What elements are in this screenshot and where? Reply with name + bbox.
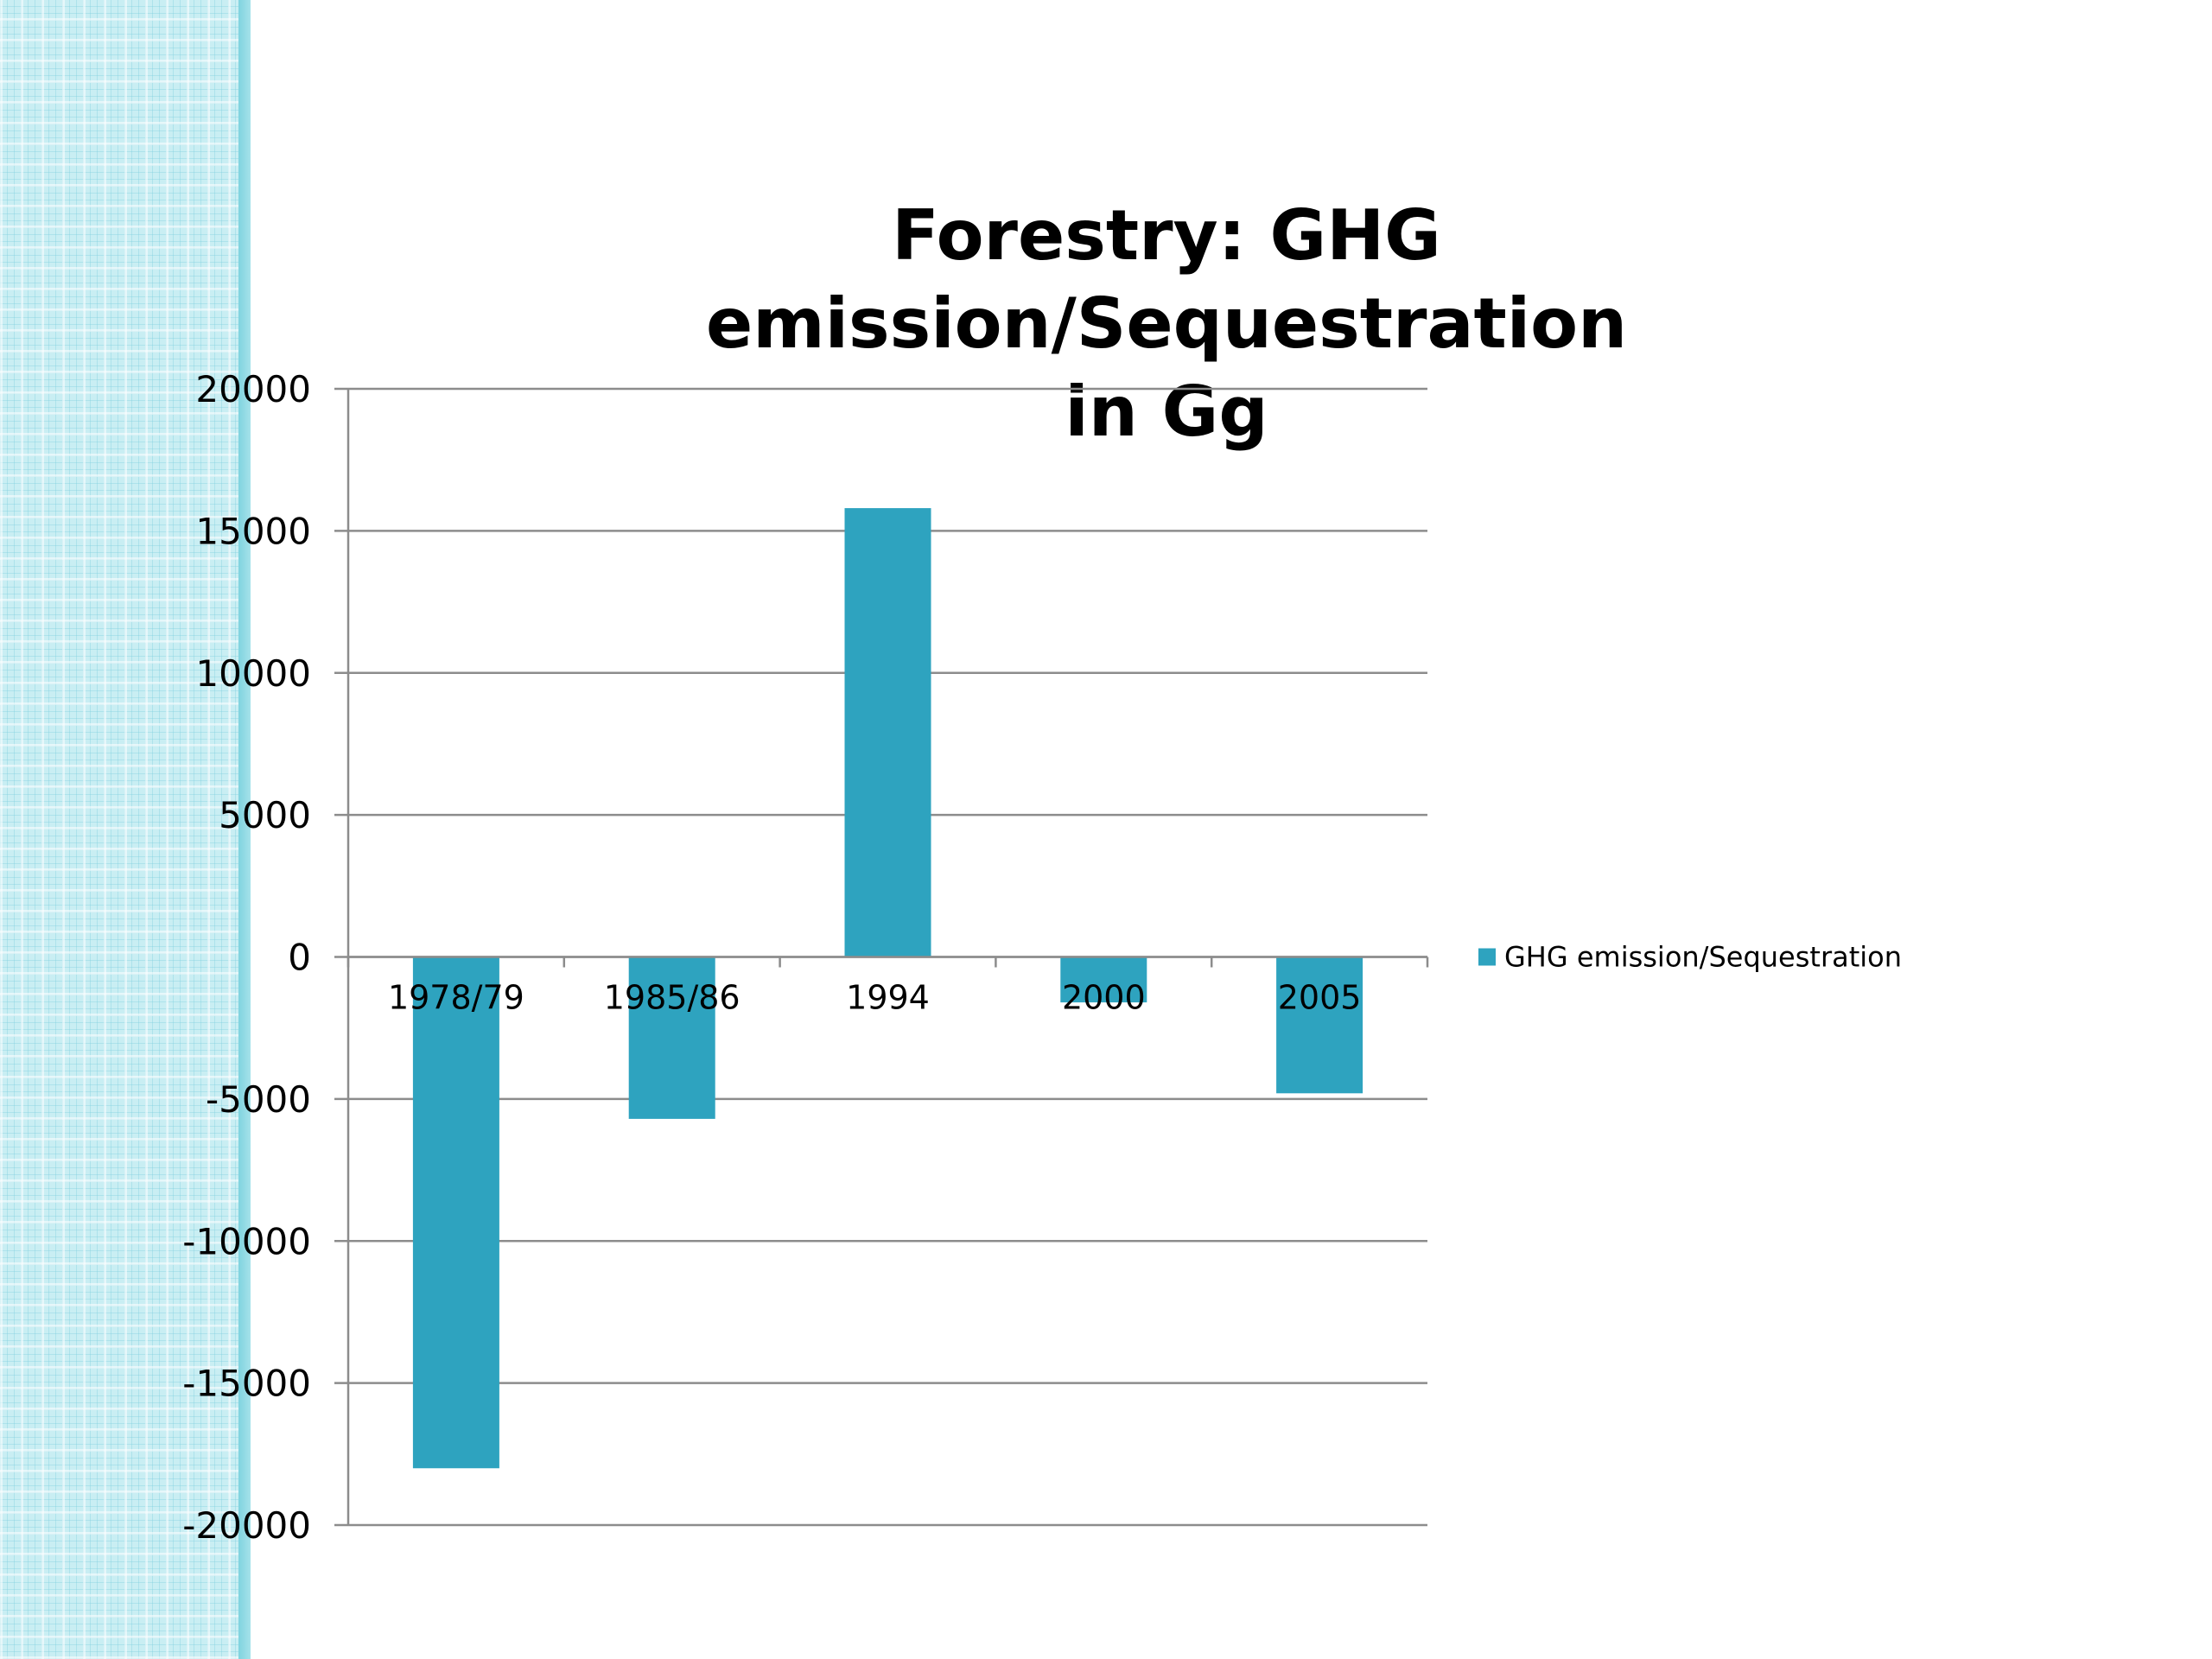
axis-labels: 20000 15000 10000 5000 0 -5000 -10000 -15000 -20… (182, 368, 1361, 1547)
legend: GHG emission/Sequestration (1478, 941, 1902, 974)
sidebar-edge-stripe (238, 0, 251, 1659)
chart-title-line-1: Forestry: GHG emission/Sequestration (705, 195, 1628, 364)
chart-title-line-2: in Gg (1065, 372, 1268, 452)
bar (628, 957, 715, 1119)
x-category-label: 1994 (846, 979, 930, 1017)
bar (412, 957, 499, 1469)
bar (844, 508, 931, 957)
chart-title: Forestry: GHG emission/Sequestration in G… (432, 192, 1901, 456)
x-category-label: 1985/86 (604, 979, 741, 1017)
legend-swatch (1478, 948, 1496, 966)
slide-decorative-sidebar (0, 0, 251, 1659)
y-tick-label: 20000 (195, 368, 311, 410)
y-tick-label: 15000 (195, 510, 311, 552)
y-tick-label: 0 (288, 937, 311, 979)
bar (1060, 957, 1147, 1003)
y-tick-label: -5000 (206, 1078, 311, 1121)
x-category-label: 2005 (1278, 979, 1362, 1017)
bar (1276, 957, 1363, 1094)
bars (412, 508, 1363, 1469)
y-tick-label: -20000 (182, 1504, 311, 1547)
y-tick-label: -15000 (182, 1363, 311, 1405)
axes (346, 389, 1429, 1525)
y-tick-label: 10000 (195, 652, 311, 695)
y-tick-label: 5000 (219, 794, 311, 836)
legend-label: GHG emission/Sequestration (1504, 941, 1902, 974)
x-category-label: 1978/79 (388, 979, 524, 1017)
y-tick-label: -10000 (182, 1220, 311, 1262)
x-category-label: 2000 (1062, 979, 1146, 1017)
